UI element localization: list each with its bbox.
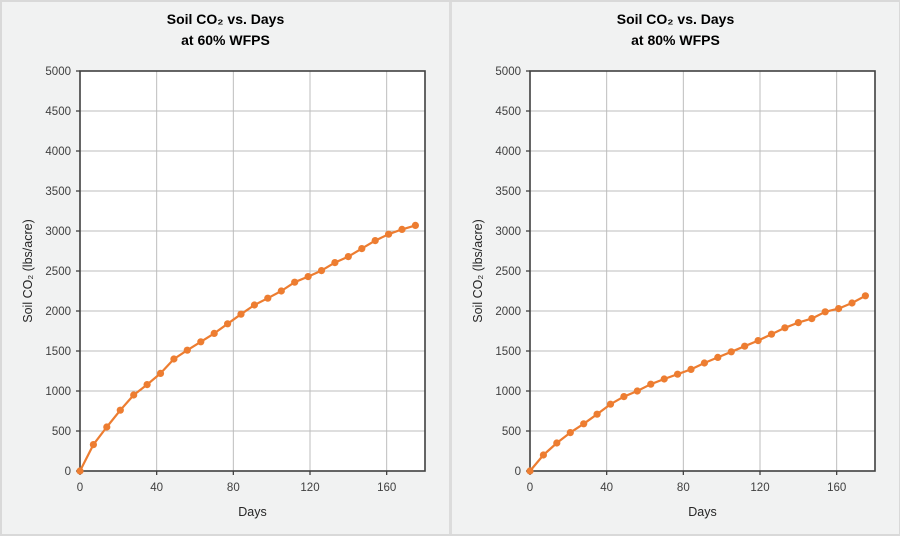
data-point <box>767 330 776 338</box>
data-point <box>385 230 393 238</box>
data-point <box>808 315 816 323</box>
data-point <box>304 273 312 281</box>
plot-area-60wfps: 0 500 1000 1500 2000 2500 3000 3500 4000 4500 5000… <box>45 66 426 519</box>
y-tick-label: 2500 <box>495 266 521 278</box>
chart-title-80wfps: Soil CO₂ vs. Days at 80% WFPS <box>452 9 899 51</box>
x-tick-label: 80 <box>227 482 240 494</box>
y-tick-label: 3500 <box>495 186 521 198</box>
plot-area-80wfps: 0 500 1000 1500 2000 2500 3000 3500 4000 4500 5000… <box>495 66 876 519</box>
data-point <box>821 308 829 316</box>
data-point <box>848 299 856 307</box>
y-tick-label: 2000 <box>495 306 521 318</box>
data-point <box>170 355 178 363</box>
y-tick-label: 0 <box>515 466 521 478</box>
data-point <box>197 338 205 346</box>
y-tick-label: 0 <box>65 466 71 478</box>
data-point <box>183 346 191 354</box>
y-tick-label: 2000 <box>45 306 71 318</box>
data-point <box>781 324 789 332</box>
data-point <box>566 429 574 437</box>
x-tick-label: 80 <box>677 482 690 494</box>
x-axis-title: Days <box>688 505 716 519</box>
data-point <box>794 319 802 327</box>
data-point <box>741 342 749 350</box>
chart-panel-60wfps: Soil CO₂ vs. Days at 60% WFPS Soil CO₂ (… <box>2 2 449 534</box>
x-tick-label: 160 <box>377 482 396 494</box>
data-point <box>754 337 762 345</box>
data-point <box>237 310 245 318</box>
data-point <box>398 225 406 233</box>
data-point <box>606 400 615 408</box>
data-point <box>371 237 379 245</box>
x-tick-label: 40 <box>150 482 163 494</box>
panel-divider <box>449 2 452 534</box>
data-point <box>411 221 419 229</box>
data-point <box>674 370 682 378</box>
data-point <box>647 380 655 388</box>
y-tick-label: 500 <box>52 426 71 438</box>
data-point <box>620 393 628 401</box>
y-tick-label: 1000 <box>45 386 71 398</box>
data-point <box>553 439 561 447</box>
y-tick-label: 5000 <box>495 66 521 78</box>
data-point <box>224 320 232 328</box>
data-point <box>89 441 97 449</box>
data-point <box>76 467 84 475</box>
data-point <box>156 369 165 377</box>
chart-title-line1: Soil CO₂ vs. Days <box>166 11 285 27</box>
data-point <box>593 410 601 418</box>
data-point <box>291 278 299 286</box>
data-point <box>714 353 722 361</box>
y-tick-label: 4000 <box>495 146 521 158</box>
data-point <box>317 267 326 275</box>
y-tick-label: 1500 <box>495 346 521 358</box>
data-point <box>526 467 534 475</box>
data-point <box>331 259 339 267</box>
x-tick-label: 0 <box>77 482 83 494</box>
y-tick-label: 4500 <box>45 106 71 118</box>
data-point <box>130 391 138 399</box>
y-tick-label: 1500 <box>45 346 71 358</box>
data-point <box>143 381 151 389</box>
data-point <box>835 305 843 313</box>
y-tick-label: 3000 <box>45 226 71 238</box>
data-point <box>250 301 258 309</box>
data-point <box>210 329 218 337</box>
chart-title-line1: Soil CO₂ vs. Days <box>616 11 735 27</box>
data-point <box>700 359 708 367</box>
x-tick-label: 120 <box>750 482 769 494</box>
y-tick-label: 2500 <box>45 266 71 278</box>
data-point <box>103 423 111 431</box>
x-tick-label: 0 <box>527 482 533 494</box>
data-point <box>344 253 352 261</box>
y-tick-label: 3500 <box>45 186 71 198</box>
data-point <box>580 420 588 428</box>
chart-title-line2: at 60% WFPS <box>181 32 270 48</box>
data-point <box>277 287 285 295</box>
y-tick-label: 3000 <box>495 226 521 238</box>
data-point <box>633 387 641 395</box>
y-tick-label: 500 <box>502 426 521 438</box>
x-tick-label: 160 <box>827 482 846 494</box>
x-tick-label: 40 <box>600 482 613 494</box>
y-tick-label: 1000 <box>495 386 521 398</box>
data-point <box>687 365 695 373</box>
x-tick-label: 120 <box>300 482 319 494</box>
data-point <box>660 375 668 383</box>
data-point <box>116 406 124 414</box>
y-tick-label: 5000 <box>45 66 71 78</box>
data-point <box>539 451 547 459</box>
data-point <box>358 245 366 253</box>
x-axis-title: Days <box>238 505 266 519</box>
y-tick-label: 4500 <box>495 106 521 118</box>
data-point <box>727 348 735 356</box>
data-point <box>861 292 869 300</box>
y-tick-label: 4000 <box>45 146 71 158</box>
data-point <box>264 294 272 302</box>
chart-title-60wfps: Soil CO₂ vs. Days at 60% WFPS <box>2 9 449 51</box>
chart-title-line2: at 80% WFPS <box>631 32 720 48</box>
chart-panel-80wfps: Soil CO₂ vs. Days at 80% WFPS Soil CO₂ (… <box>452 2 899 534</box>
